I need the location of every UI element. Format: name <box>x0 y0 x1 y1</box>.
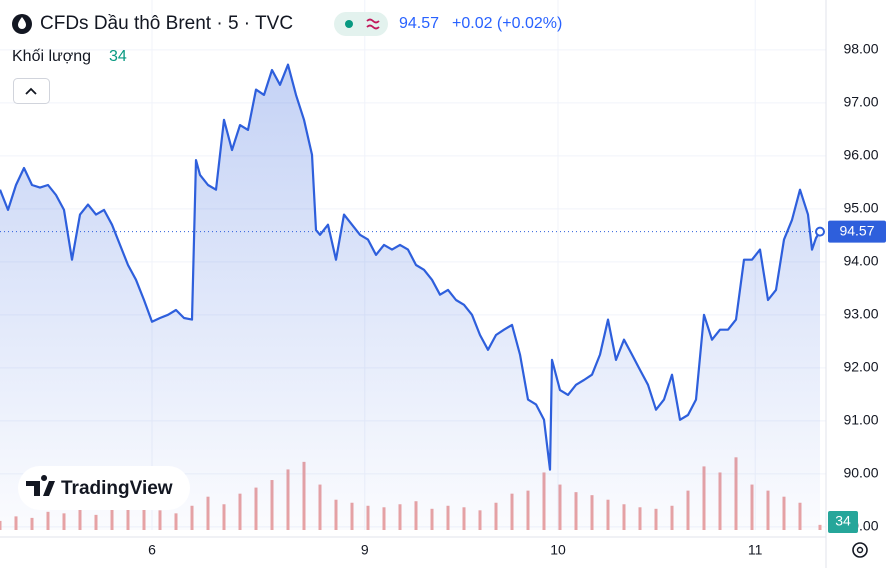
axes: 89.0090.0091.0092.0093.0094.0095.0096.00… <box>148 41 886 558</box>
settings-icon[interactable] <box>852 542 868 558</box>
status-dot <box>345 20 353 28</box>
chart-title: CFDs Dầu thô Brent · 5 · TVC <box>40 13 293 34</box>
x-tick-label: 6 <box>148 542 156 558</box>
settings-icon <box>856 546 864 554</box>
y-tick-label: 92.00 <box>843 359 878 375</box>
price-badge <box>828 220 886 243</box>
watermark-logo <box>26 475 55 496</box>
x-tick-label: 10 <box>550 542 566 558</box>
y-tick-label: 96.00 <box>843 147 878 163</box>
status-icon <box>366 18 380 30</box>
symbol-icon <box>18 17 26 29</box>
last-point <box>815 226 825 237</box>
y-tick-label: 90.00 <box>843 465 878 481</box>
status-pill[interactable] <box>334 12 388 36</box>
collapse-button[interactable] <box>13 78 50 104</box>
collapse-icon <box>25 87 37 95</box>
last-price: 94.57 <box>399 15 439 32</box>
volume-badge-label: 34 <box>835 513 851 529</box>
x-tick-label: 9 <box>361 542 369 558</box>
y-tick-label: 93.00 <box>843 306 878 322</box>
y-tick-label: 98.00 <box>843 41 878 57</box>
volume-badge <box>828 511 858 533</box>
watermark-pill[interactable] <box>18 466 190 510</box>
price-area <box>0 64 820 530</box>
price-change: +0.02 (+0.02%) <box>452 15 562 32</box>
x-tick-label: 11 <box>748 542 763 558</box>
price-line <box>0 63 821 471</box>
y-tick-label: 91.00 <box>843 412 878 428</box>
watermark: TradingView <box>61 478 173 499</box>
price-badge-label: 94.57 <box>839 222 874 238</box>
y-tick-label: 94.00 <box>843 253 878 269</box>
volume-value: 34 <box>109 48 127 65</box>
y-tick-label: 95.00 <box>843 200 878 216</box>
y-tick-label: 97.00 <box>843 94 878 110</box>
volume-label: Khối lượng <box>12 48 91 65</box>
plot <box>0 63 826 530</box>
